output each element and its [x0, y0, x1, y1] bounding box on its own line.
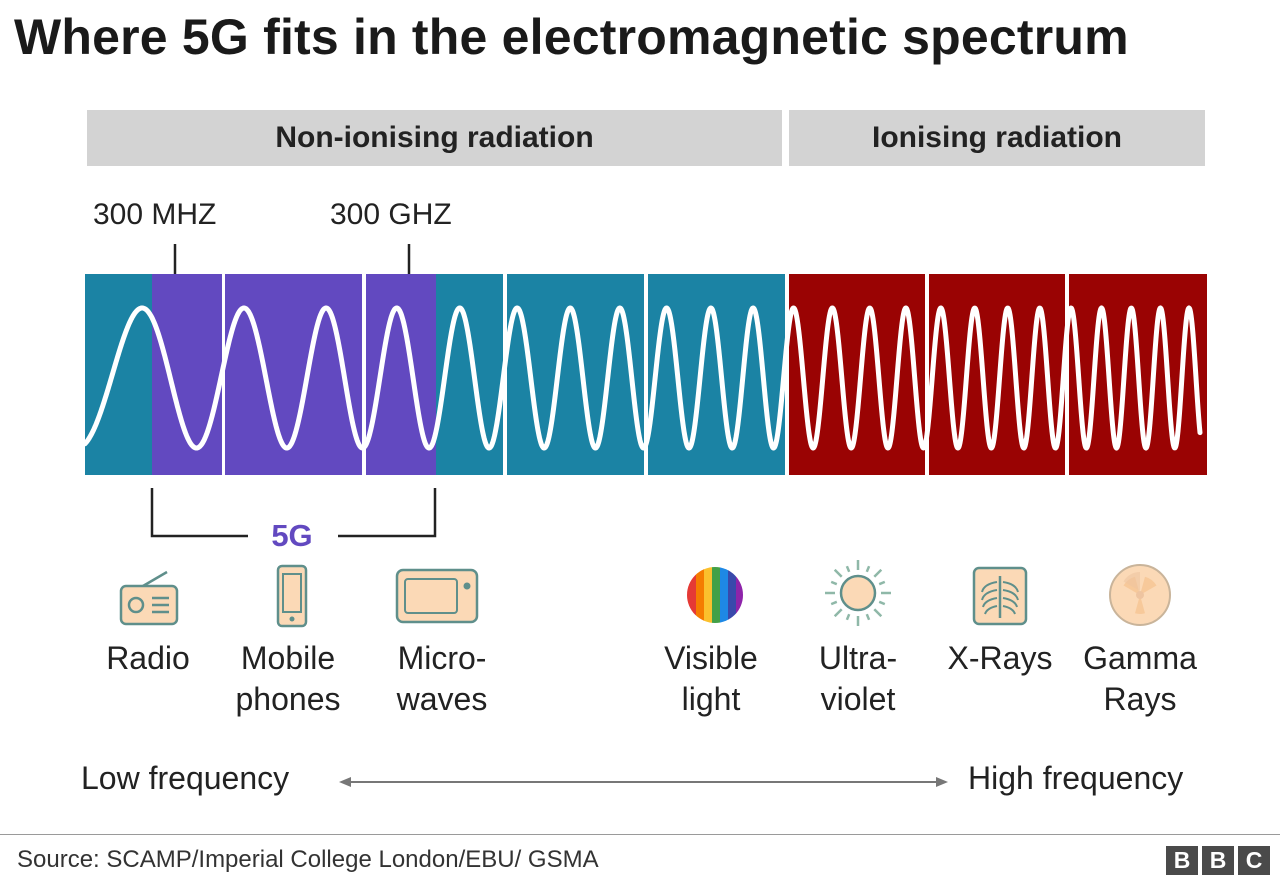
microwave-icon [395, 568, 479, 624]
spectrum-diagram: 5G [82, 244, 1207, 787]
footer-divider [0, 834, 1280, 835]
bbc-logo-letter: B [1166, 846, 1198, 875]
sun-ray [845, 565, 851, 573]
visible-light-icon [687, 567, 743, 623]
page-title: Where 5G fits in the electromagnetic spe… [14, 9, 1129, 65]
sun-ray [878, 580, 886, 586]
ionising-band: Ionising radiation [789, 110, 1205, 166]
app-label-ultraviolet: Ultra- violet [818, 640, 898, 717]
low-frequency-label: Low frequency [81, 760, 290, 796]
sun-ray [833, 608, 843, 618]
marker-300-ghz-label: 300 GHZ [330, 198, 452, 231]
app-label-radio: Radio [106, 640, 190, 676]
high-frequency-label: High frequency [968, 760, 1184, 796]
em-wave [82, 305, 1203, 451]
app-label-mobile-phones: Mobile phones [235, 640, 341, 717]
ultraviolet-sun-icon [825, 560, 891, 626]
spectrum-block-teal-4 [507, 274, 644, 475]
non-ionising-band: Non-ionising radiation [87, 110, 782, 166]
bbc-logo: B B C [1166, 846, 1270, 875]
app-label-visible-light: Visible light [664, 640, 758, 717]
app-label-gamma-rays: Gamma Rays [1083, 640, 1197, 717]
frequency-axis-arrow [339, 777, 948, 787]
app-label-microwaves: Micro- waves [396, 640, 488, 717]
radiation-icon [1109, 564, 1171, 626]
marker-300-mhz-label: 300 MHZ [93, 198, 217, 231]
sun-ray [873, 608, 883, 618]
radio-icon [119, 570, 179, 626]
5g-bracket [150, 488, 437, 538]
app-label-x-rays: X-Rays [947, 640, 1053, 676]
sun-ray [830, 600, 838, 606]
sun-ray [878, 600, 886, 606]
sun-ray [833, 568, 843, 578]
source-credit: Source: SCAMP/Imperial College London/EB… [17, 846, 599, 873]
bbc-logo-letter: C [1238, 846, 1270, 875]
5g-label: 5G [271, 518, 312, 553]
sun-ray [873, 568, 883, 578]
sun-ray [865, 613, 871, 621]
x-ray-icon [972, 566, 1028, 626]
sun-ray [830, 580, 838, 586]
sun-ray [865, 565, 871, 573]
mobile-phone-icon [276, 564, 308, 628]
bbc-logo-letter: B [1202, 846, 1234, 875]
spectrum-block-teal-left [85, 274, 152, 475]
sun-ray [845, 613, 851, 621]
spectrum-block-5g-1 [152, 274, 222, 475]
